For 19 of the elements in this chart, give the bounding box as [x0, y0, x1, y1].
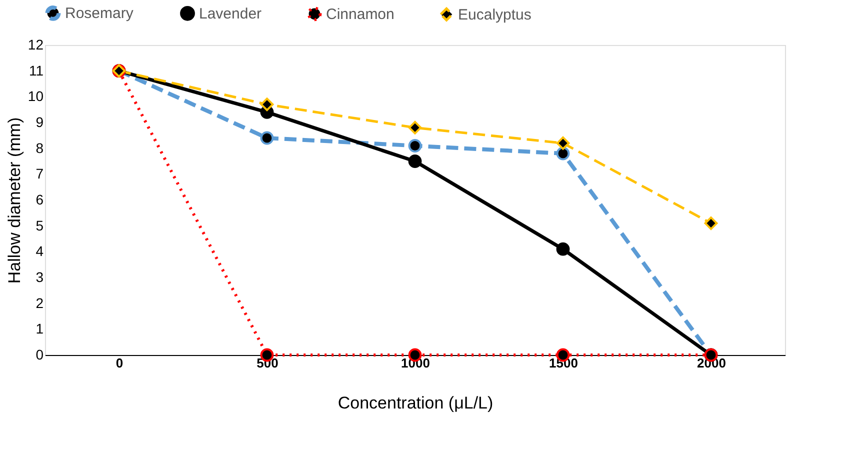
y-tick-label: 8 [36, 140, 44, 156]
legend-label: Cinnamon [326, 6, 394, 23]
legend-label: Eucalyptus [458, 6, 532, 24]
x-axis-title: Concentration (μL/L) [338, 394, 494, 412]
y-tick-label: 4 [36, 243, 44, 260]
y-tick-label: 10 [28, 88, 44, 104]
y-tick-label: 5 [36, 217, 44, 234]
y-tick-label: 2 [36, 294, 44, 311]
x-tick-label: 0 [116, 356, 124, 370]
y-tick-label: 11 [28, 62, 44, 78]
legend-label: Lavender [199, 5, 262, 22]
y-tick-label: 7 [36, 166, 44, 182]
y-tick-label: 1 [36, 320, 44, 337]
legend-label: Rosemary [65, 5, 134, 22]
y-axis-title: Hallow diameter (mm) [4, 117, 24, 284]
y-tick-label: 9 [36, 114, 44, 130]
y-tick-label: 6 [36, 192, 44, 208]
y-tick-label: 3 [36, 269, 44, 285]
y-tick-label: 12 [28, 36, 44, 52]
